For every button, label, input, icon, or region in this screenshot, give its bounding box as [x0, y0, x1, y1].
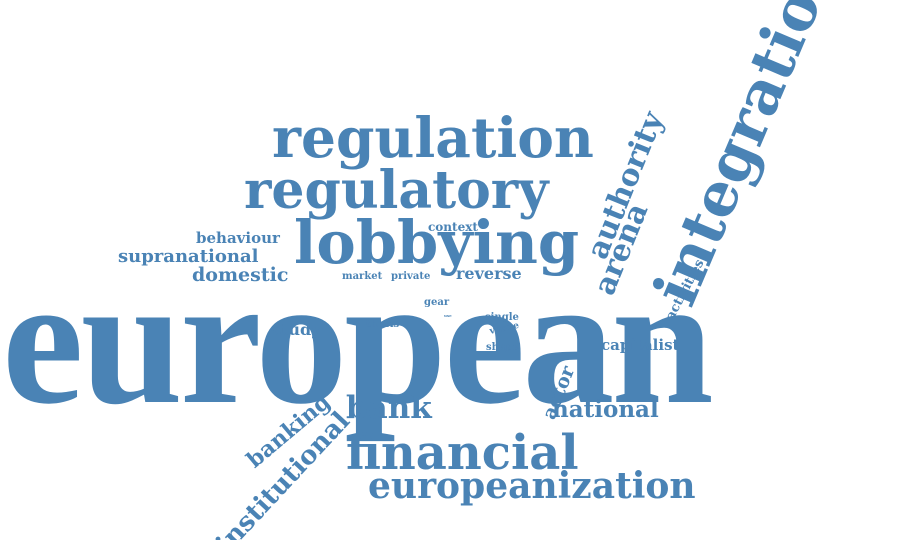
word-european: european — [2, 238, 714, 442]
word-market: market — [342, 271, 383, 282]
word-reverse: reverse — [456, 264, 522, 283]
word-single: single — [485, 312, 519, 323]
word-bank: bank — [346, 390, 432, 426]
word-context: context — [428, 220, 478, 234]
word-private: private — [391, 271, 431, 282]
word-regulation: regulation — [272, 105, 594, 170]
word-study: study — [272, 320, 321, 339]
word-gear: gear — [424, 297, 450, 308]
word-capitalist: capitalist — [601, 336, 680, 354]
word-financial: financial — [346, 425, 579, 481]
word-integration: integration — [640, 0, 853, 316]
word-europeanization: europeanization — [368, 465, 696, 507]
word-lobbying: lobbying — [294, 208, 580, 277]
word-shape: shape — [486, 342, 519, 353]
word-supranational: supranational — [118, 246, 259, 267]
word-thesis: thesis — [366, 319, 400, 330]
word-regulatory: regulatory — [244, 160, 549, 221]
word-domestic: domestic — [192, 264, 289, 286]
word-behaviour: behaviour — [196, 229, 280, 247]
word-use: use — [444, 313, 452, 318]
word-national: national — [552, 396, 659, 423]
